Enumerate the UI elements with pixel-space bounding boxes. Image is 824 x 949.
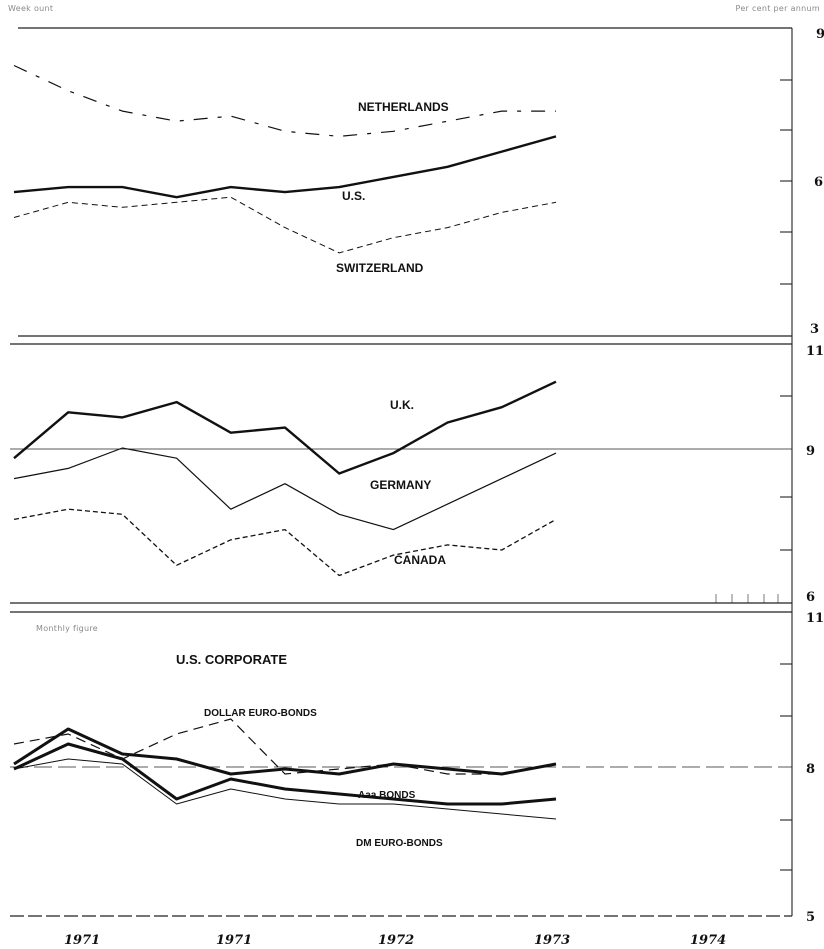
series-line-u-s-corporate [13, 727, 557, 776]
series-label-germany: GERMANY [370, 478, 431, 492]
series-label-us: U.S. [342, 189, 365, 203]
series-label-dollar-euro-bonds: DOLLAR EURO-BONDS [204, 708, 317, 719]
series-line-dm-euro-bonds [13, 742, 557, 806]
series-line-u-k [13, 380, 557, 475]
series-label-canada: CANADA [394, 553, 446, 567]
series-labels: NETHERLANDS U.S. SWITZERLAND U.K. GERMAN… [176, 100, 449, 849]
tick-label-p3-mid: 8 [806, 762, 815, 777]
series-line-netherlands [13, 64, 556, 137]
series-line-germany [13, 447, 557, 531]
series-line-canada [13, 508, 557, 577]
x-label-1971-a: 1971 [64, 933, 100, 948]
x-axis-labels: 1971 1971 1972 1973 1974 [64, 933, 726, 948]
series-label-dm-euro-bonds: DM EURO-BONDS [356, 838, 443, 849]
tick-label-p1-mid: 6 [814, 175, 823, 190]
right-tick-labels: 9 6 3 11 9 6 11 8 5 [806, 27, 824, 925]
series-label-netherlands: NETHERLANDS [358, 100, 449, 114]
header-right-note: Per cent per annum [735, 4, 820, 13]
panel-frames [10, 27, 793, 917]
series-line-aaa-bonds [13, 758, 557, 820]
x-label-1971-b: 1971 [216, 933, 252, 948]
tick-label-p2-bottom: 6 [806, 590, 815, 605]
x-label-1972: 1972 [378, 933, 414, 948]
series-line-dollar-euro-bonds [13, 718, 557, 775]
right-tick-marks [715, 79, 792, 871]
panel3-note: Monthly figure [36, 624, 98, 633]
tick-label-p3-top: 11 [806, 611, 824, 626]
series-layer [13, 64, 557, 820]
tick-label-p3-bottom: 5 [806, 910, 815, 925]
x-label-1974: 1974 [690, 933, 726, 948]
tick-label-p1-bottom: 3 [810, 322, 819, 337]
header-left-note: Week ount [8, 4, 54, 13]
x-label-1973: 1973 [534, 933, 570, 948]
series-line-u-s [13, 135, 557, 199]
tick-label-p2-top: 11 [806, 344, 824, 359]
series-label-aaa-bonds: Aaa BONDS [358, 790, 416, 801]
tick-label-p2-mid: 9 [806, 444, 815, 459]
tick-label-p1-top: 9 [816, 27, 824, 42]
series-label-switzerland: SWITZERLAND [336, 261, 424, 275]
series-label-us-corporate: U.S. CORPORATE [176, 652, 287, 667]
series-label-uk: U.K. [390, 398, 414, 412]
series-line-switzerland [13, 196, 557, 254]
